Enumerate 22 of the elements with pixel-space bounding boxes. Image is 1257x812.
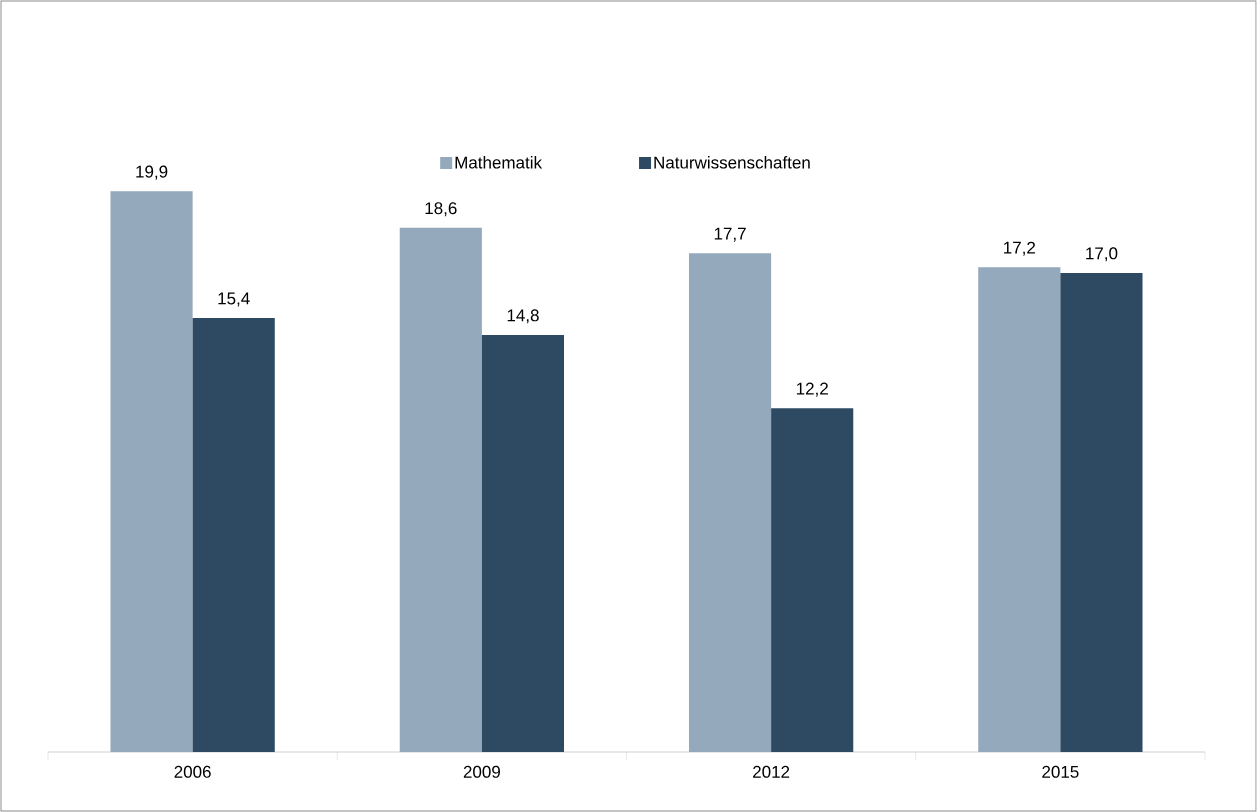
bar xyxy=(688,253,772,752)
data-label: 12,2 xyxy=(796,382,828,397)
data-label: 14,8 xyxy=(507,309,539,324)
x-tick-label: 2006 xyxy=(174,765,211,778)
bar xyxy=(1060,272,1143,752)
bar xyxy=(978,267,1061,752)
legend-label: Mathematik xyxy=(455,156,543,169)
x-tick-label: 2009 xyxy=(463,765,500,778)
bar xyxy=(771,408,854,752)
x-tick-label: 2012 xyxy=(753,765,790,778)
bar xyxy=(481,334,565,752)
data-label: 17,2 xyxy=(1004,241,1035,256)
data-label: 15,4 xyxy=(218,292,250,307)
x-tick-label: 2015 xyxy=(1042,765,1079,778)
legend-label: Naturwissenschaften xyxy=(654,156,810,169)
bar xyxy=(110,191,193,752)
data-label: 17,0 xyxy=(1086,247,1118,262)
data-label: 19,9 xyxy=(136,165,168,180)
data-label: 17,7 xyxy=(714,227,746,242)
bar xyxy=(399,227,482,752)
bar xyxy=(192,317,275,752)
data-label: 18,6 xyxy=(425,202,457,217)
